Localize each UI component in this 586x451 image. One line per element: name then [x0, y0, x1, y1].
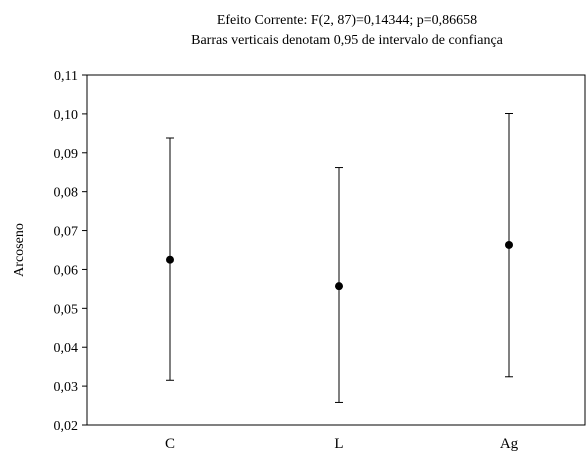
y-tick-label: 0,10 [54, 108, 79, 123]
y-axis-ticks: 0,02 0,03 0,04 0,05 0,06 0,07 0,08 0,09 0,10 0,11 [54, 69, 87, 434]
data-marks [166, 113, 513, 403]
y-tick-label: 0,04 [54, 341, 79, 356]
mean-point [505, 240, 513, 249]
y-tick-label: 0,02 [54, 419, 79, 434]
x-category-label: L [334, 436, 343, 451]
y-tick-label: 0,09 [54, 147, 79, 162]
y-tick-label: 0,08 [54, 186, 79, 201]
mean-point [166, 255, 174, 264]
y-axis-label: Arcoseno [12, 223, 27, 277]
mean-point [335, 282, 343, 291]
x-category-label: C [165, 436, 175, 451]
y-tick-label: 0,03 [54, 380, 79, 395]
y-tick-label: 0,07 [54, 225, 79, 240]
y-tick-label: 0,05 [54, 302, 79, 317]
chart-subtitle: Barras verticais denotam 0,95 de interva… [191, 33, 504, 48]
y-tick-label: 0,06 [54, 263, 79, 278]
x-category-label: Ag [500, 436, 519, 451]
y-tick-label: 0,11 [54, 69, 78, 84]
plot-frame [86, 74, 586, 426]
chart-title: Efeito Corrente: F(2, 87)=0,14344; p=0,8… [217, 13, 477, 28]
x-axis-categories: C L Ag [165, 436, 519, 451]
